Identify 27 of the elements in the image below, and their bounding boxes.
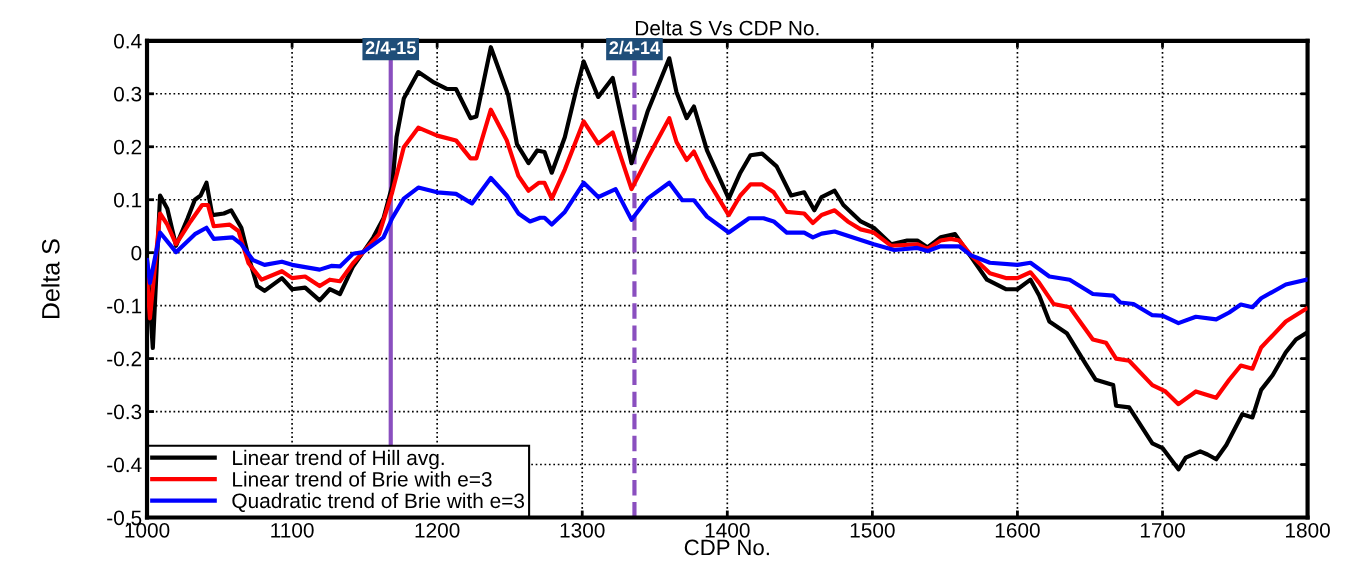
legend-label: Linear trend of Hill avg.: [233, 449, 444, 470]
x-tick-label: 1800: [1285, 522, 1330, 538]
legend-label: Linear trend of Brie with e=3: [233, 471, 492, 487]
x-tick-label: 1500: [850, 522, 895, 538]
y-tick-label: -0.4: [107, 457, 142, 473]
chart-title: Delta S Vs CDP No.: [635, 20, 819, 36]
y-tick-label: 0.3: [114, 86, 142, 102]
legend-label: Quadratic trend of Brie with e=3: [232, 492, 525, 512]
y-axis-title: Delta S: [41, 239, 60, 319]
y-tick-label: -0.3: [107, 404, 142, 420]
y-tick-label: 0: [131, 245, 142, 261]
x-tick-label: 1600: [995, 522, 1040, 538]
y-tick-label: 0.2: [114, 139, 142, 155]
y-tick-label: 0.4: [114, 33, 142, 49]
y-tick-label: -0.1: [107, 298, 142, 314]
annotation: 2/4-14: [609, 40, 660, 55]
y-tick-label: 0.1: [114, 192, 142, 208]
x-tick-label: 1400: [705, 522, 750, 538]
line-series: [147, 107, 1308, 407]
x-tick-label: 1700: [1140, 522, 1185, 538]
line-series: [147, 175, 1308, 326]
y-tick-label: -0.2: [107, 351, 142, 367]
x-tick-label: 1200: [415, 522, 460, 538]
x-tick-label: 1100: [271, 522, 314, 538]
x-axis-title: CDP No.: [684, 539, 769, 556]
annotation: 2/4-15: [365, 40, 416, 55]
x-tick-label: 1300: [560, 522, 605, 538]
